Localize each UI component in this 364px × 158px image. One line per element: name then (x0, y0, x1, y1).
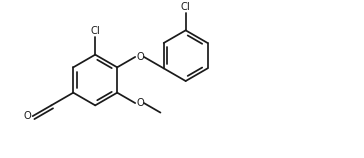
Text: O: O (136, 98, 145, 108)
Text: O: O (24, 111, 32, 121)
Text: Cl: Cl (181, 2, 190, 12)
Text: O: O (136, 52, 145, 62)
Text: Cl: Cl (90, 26, 100, 36)
